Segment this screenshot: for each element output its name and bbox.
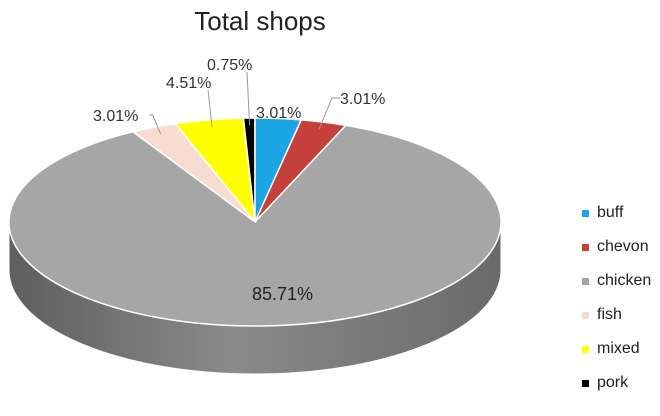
data-label-fish: 3.01% [93, 108, 138, 125]
legend-swatch-chevon [582, 243, 589, 251]
data-label-pork: 0.75% [207, 57, 252, 74]
data-label-chevon: 3.01% [340, 91, 385, 108]
legend-swatch-chicken [582, 277, 589, 285]
chart-title: Total shops [194, 6, 326, 36]
leader-line-fish [149, 114, 162, 135]
legend-label-pork: pork [597, 374, 629, 391]
legend-label-mixed: mixed [597, 340, 640, 357]
pie-group: 3.01% 3.01% 85.71% 3.01% 4.51%0.75% [8, 57, 502, 375]
legend-swatch-fish [582, 311, 589, 319]
legend-item-fish: fish [582, 298, 651, 332]
legend-label-fish: fish [597, 306, 622, 323]
data-label-buff: 3.01% [256, 105, 301, 122]
legend-item-mixed: mixed [582, 332, 651, 366]
legend-label-buff: buff [597, 204, 624, 221]
pie-slice-chicken [8, 124, 502, 327]
legend-swatch-buff [582, 209, 589, 217]
legend-swatch-pork [582, 379, 589, 387]
leader-line-pork [246, 71, 251, 126]
data-label-mixed: 4.51% [166, 75, 211, 92]
legend-swatch-mixed [582, 345, 589, 353]
legend-label-chicken: chicken [597, 272, 652, 289]
legend-label-chevon: chevon [597, 238, 649, 255]
leader-line-mixed [207, 89, 213, 128]
legend-item-chicken: chicken [582, 264, 651, 298]
chart-legend: buff chevon chicken fish mixed pork [582, 196, 651, 400]
data-label-chicken: 85.71% [252, 284, 313, 304]
leader-line-chevon [318, 97, 340, 130]
legend-item-pork: pork [582, 366, 651, 400]
legend-item-chevon: chevon [582, 230, 651, 264]
legend-item-buff: buff [582, 196, 651, 230]
